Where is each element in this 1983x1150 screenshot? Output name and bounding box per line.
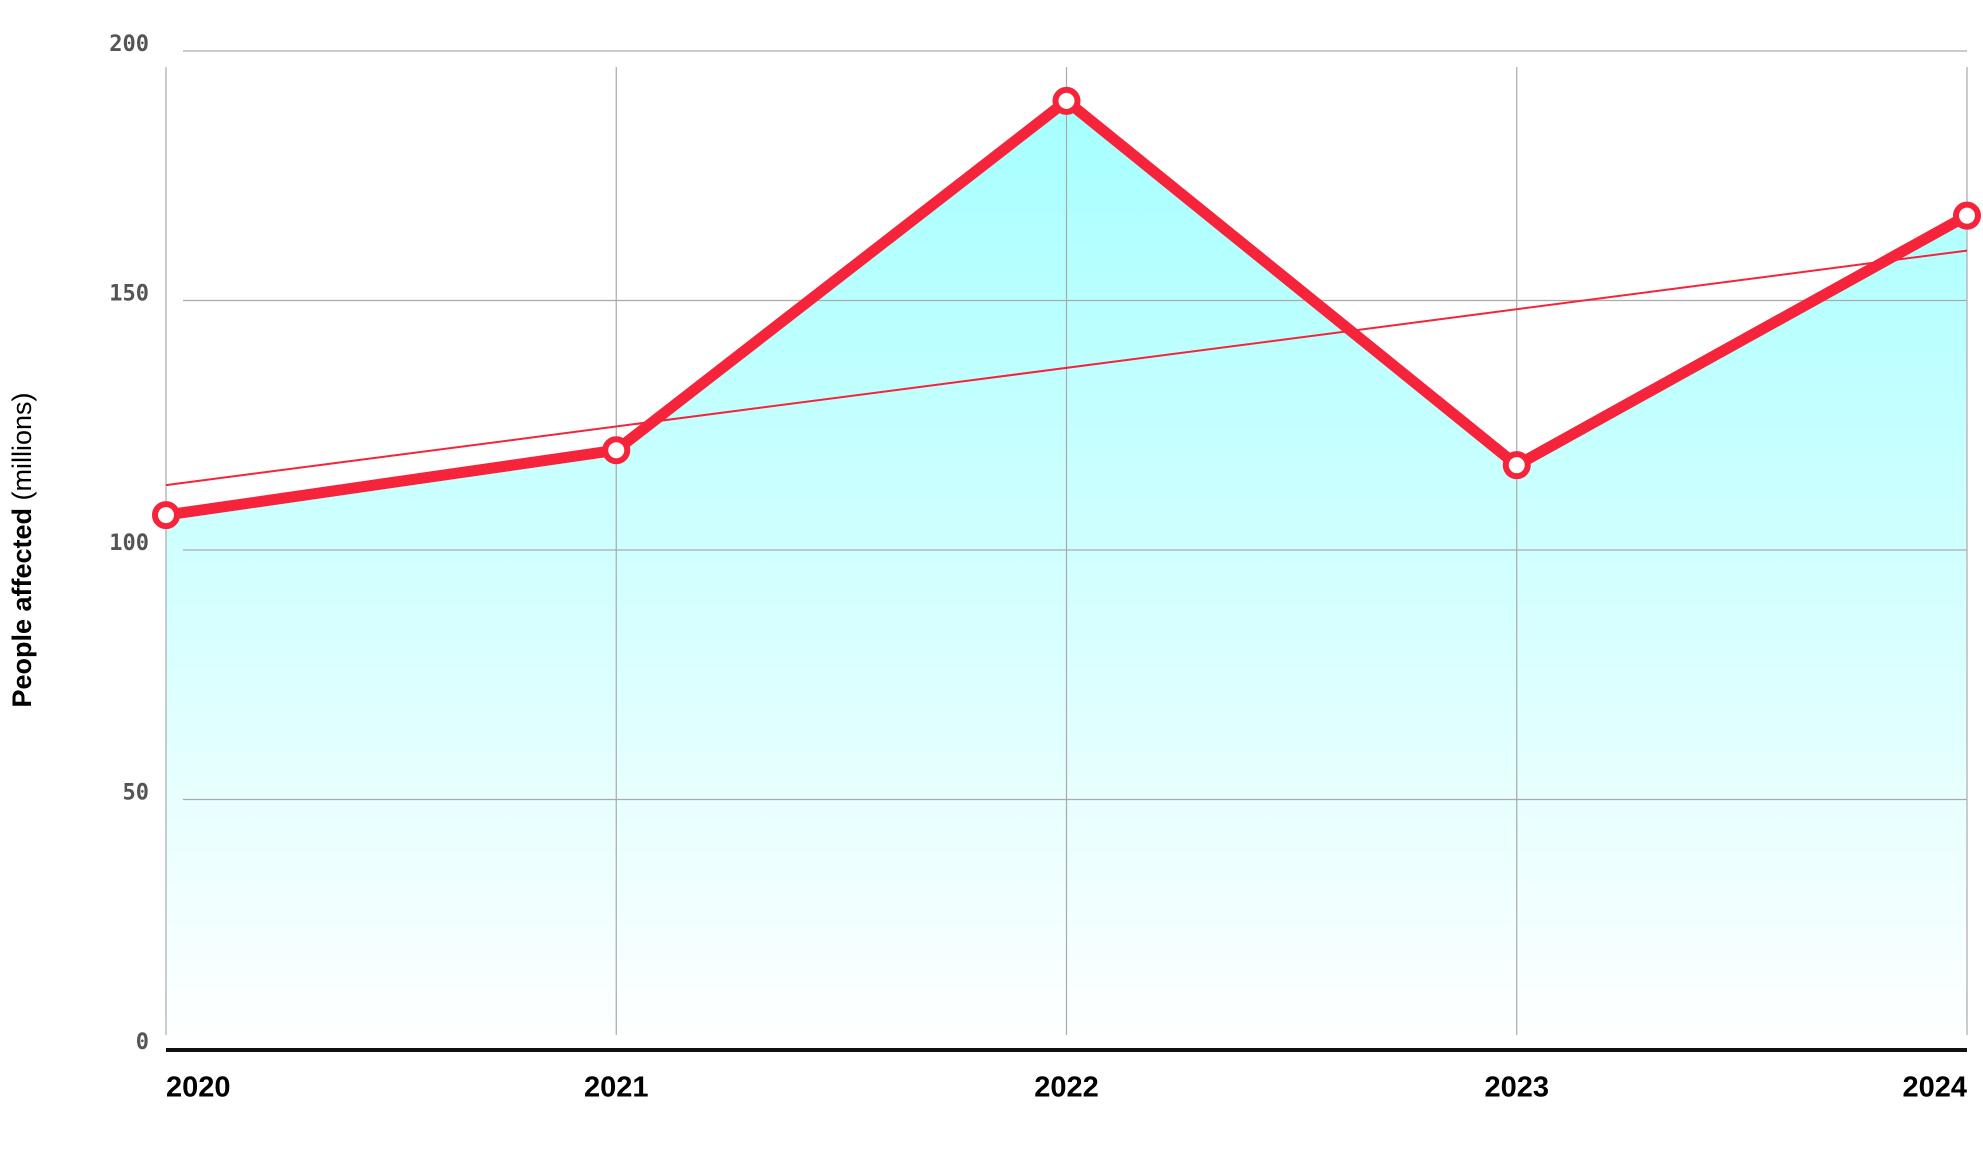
x-tick-label: 2021: [584, 1072, 649, 1104]
x-tick-label: 2024: [1902, 1072, 1967, 1104]
y-tick-label: 50: [123, 781, 150, 806]
point: [1953, 201, 1981, 230]
point: [152, 501, 180, 530]
x-tick-label: 2020: [166, 1072, 231, 1104]
y-axis-label-main: People affected: [7, 508, 37, 708]
y-axis-label-unit: (millions): [7, 392, 37, 500]
y-tick-label: 200: [109, 32, 149, 57]
trend-line: [165, 249, 1968, 487]
point: [602, 436, 631, 465]
point: [1502, 451, 1531, 480]
x-tick-label: 2022: [1034, 1072, 1099, 1104]
y-axis-label: People affected (millions): [7, 392, 37, 707]
y-tick-label: 150: [109, 282, 149, 307]
y-tick-label: 100: [109, 531, 149, 556]
y-tick-label: 0: [136, 1030, 149, 1055]
x-tick-label: 2023: [1484, 1072, 1549, 1104]
point: [1052, 86, 1081, 115]
